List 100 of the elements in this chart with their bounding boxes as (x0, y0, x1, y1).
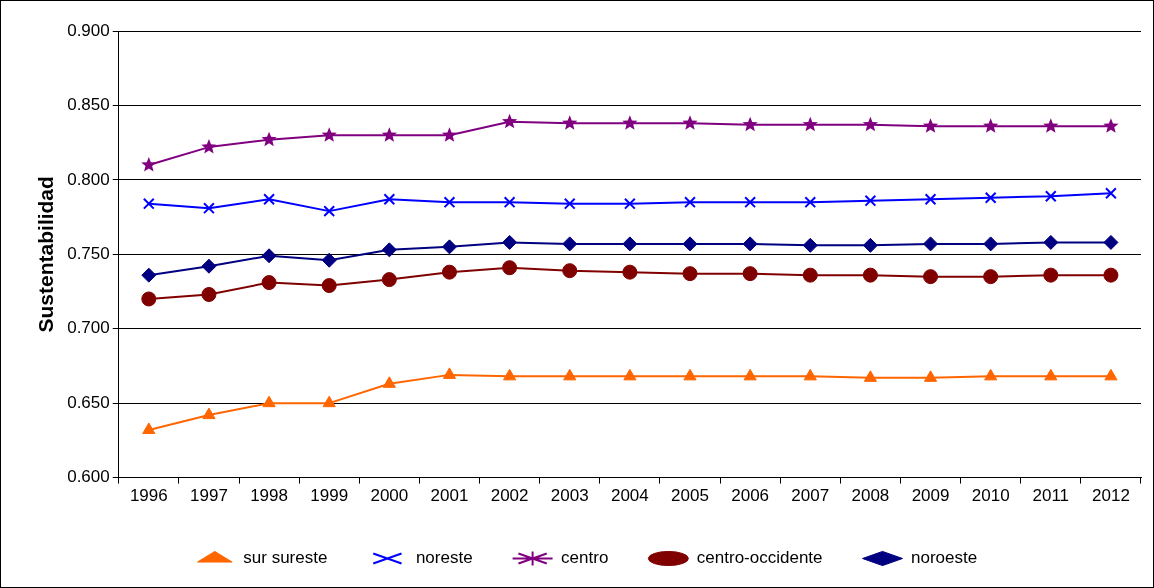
point (742, 266, 758, 282)
point (1043, 267, 1059, 283)
point (804, 196, 817, 209)
point (622, 236, 638, 252)
point (1044, 368, 1058, 381)
point (983, 236, 999, 252)
point (441, 264, 457, 280)
point (381, 242, 397, 258)
point (562, 263, 578, 279)
point (381, 272, 397, 288)
point (261, 275, 277, 291)
x-tick-label: 2003 (550, 486, 589, 506)
point (744, 196, 757, 209)
point (923, 269, 939, 285)
y-tick-label: 0.750 (67, 243, 110, 263)
point (141, 156, 157, 172)
point (622, 264, 638, 280)
point (141, 291, 157, 307)
y-tick-label: 0.900 (67, 20, 110, 40)
point (802, 116, 818, 132)
point (1103, 118, 1119, 133)
point (202, 202, 215, 215)
point (1104, 187, 1117, 200)
point (201, 286, 217, 302)
legend-label: noroeste (911, 548, 978, 568)
legend-label: noreste (415, 548, 473, 568)
point (503, 196, 516, 209)
point (683, 368, 697, 381)
point (441, 127, 458, 142)
point (563, 197, 576, 210)
point (983, 118, 999, 133)
point (141, 267, 157, 283)
point (142, 422, 156, 434)
x-tick-label: 2012 (1092, 486, 1130, 506)
point (742, 236, 758, 252)
point (1104, 368, 1118, 381)
point (1044, 190, 1057, 203)
point (142, 197, 155, 210)
legend-label: centro (561, 548, 609, 568)
point (381, 127, 397, 142)
legend-label: centro-occidente (696, 548, 823, 568)
y-tick-label: 0.850 (67, 95, 110, 115)
point (382, 376, 396, 388)
point (863, 370, 877, 382)
point (864, 194, 877, 207)
point (682, 266, 698, 282)
point (923, 370, 938, 382)
point (1103, 234, 1119, 250)
point (623, 368, 637, 381)
point (682, 115, 698, 130)
point (922, 118, 939, 133)
point (924, 193, 937, 206)
point (503, 368, 517, 381)
point (502, 234, 518, 250)
point (383, 193, 396, 206)
point (862, 267, 878, 283)
point (984, 191, 997, 204)
point (923, 236, 939, 252)
point (984, 368, 998, 381)
point (742, 116, 758, 132)
point (322, 395, 336, 408)
x-tick-label: 2007 (791, 486, 830, 506)
point (321, 127, 337, 142)
point (862, 116, 879, 132)
legend-label: sur sureste (243, 548, 328, 568)
point (862, 237, 878, 253)
y-tick-label: 0.800 (67, 169, 110, 189)
point (442, 367, 457, 379)
x-tick-label: 1999 (310, 486, 349, 506)
point (1043, 234, 1059, 250)
point (1043, 118, 1059, 133)
point (321, 278, 337, 294)
y-tick-label: 0.600 (67, 467, 110, 487)
x-tick-label: 2002 (490, 486, 529, 506)
x-tick-label: 1997 (190, 486, 228, 506)
point (202, 407, 216, 420)
x-tick-label: 2008 (851, 486, 890, 506)
x-tick-label: 2011 (1032, 486, 1070, 506)
x-tick-label: 2001 (430, 486, 469, 506)
point (262, 395, 276, 408)
point (263, 193, 276, 206)
point (201, 139, 217, 154)
point (321, 252, 337, 268)
point (622, 115, 638, 130)
point (562, 115, 578, 130)
point (983, 269, 999, 285)
x-tick-label: 2005 (671, 486, 709, 506)
point (261, 248, 277, 264)
point (803, 368, 817, 381)
point (802, 237, 818, 253)
x-tick-label: 1996 (129, 486, 168, 506)
point (563, 368, 577, 381)
point (502, 260, 518, 276)
y-tick-label: 0.650 (67, 392, 110, 412)
x-tick-label: 2009 (911, 486, 950, 506)
point (443, 196, 456, 209)
point (441, 239, 457, 255)
point (743, 368, 757, 381)
point (323, 205, 336, 218)
x-tick-label: 2000 (370, 486, 409, 506)
